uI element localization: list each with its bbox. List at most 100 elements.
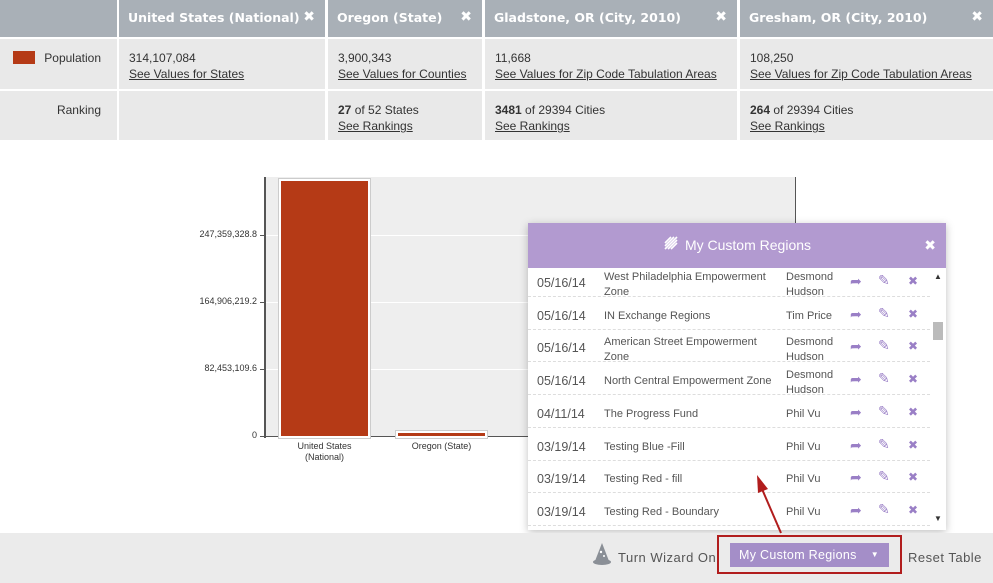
- remove-column-icon[interactable]: ✖: [303, 9, 315, 25]
- regions-button-label: My Custom Regions: [739, 548, 857, 562]
- region-owner: Desmond Hudson: [786, 271, 834, 298]
- ranking-cell-gresham: 264 of 29394 Cities See Rankings: [740, 91, 993, 140]
- see-values-link[interactable]: See Values for Zip Code Tabulation Areas: [495, 67, 717, 81]
- column-title: Gresham, OR (City, 2010): [749, 10, 928, 25]
- region-row[interactable]: 03/19/14 Testing Blue -Fill Phil Vu ➦ ✎ ✖: [528, 429, 930, 461]
- share-icon[interactable]: ➦: [850, 469, 862, 486]
- reset-table-button[interactable]: Reset Table: [908, 550, 982, 565]
- region-name: North Central Empowerment Zone: [604, 375, 772, 388]
- delete-icon[interactable]: ✖: [908, 306, 919, 321]
- column-header-gresham: Gresham, OR (City, 2010) ✖: [740, 0, 993, 37]
- rank-value: 27: [338, 103, 352, 117]
- region-row[interactable]: 05/16/14 North Central Empowerment Zone De…: [528, 363, 930, 397]
- wizard-hat-icon[interactable]: [592, 542, 612, 566]
- region-owner: Phil Vu: [786, 407, 821, 420]
- dropdown-caret-icon: ▼: [870, 550, 879, 559]
- see-values-link[interactable]: See Values for Zip Code Tabulation Areas: [750, 67, 972, 81]
- share-icon[interactable]: ➦: [850, 338, 862, 355]
- y-tick-mark: [260, 369, 265, 370]
- region-row[interactable]: 05/16/14 West Philadelphia Empowerment Zo…: [528, 268, 930, 298]
- region-owner: Phil Vu: [786, 505, 821, 518]
- edit-pencil-icon[interactable]: ✎: [878, 402, 890, 419]
- scroll-up-icon[interactable]: ▲: [934, 272, 942, 281]
- x-tick-label: Oregon (State): [382, 441, 502, 452]
- scroll-thumb[interactable]: [933, 322, 943, 340]
- edit-pencil-icon[interactable]: ✎: [878, 370, 890, 387]
- share-icon[interactable]: ➦: [850, 371, 862, 388]
- bar-united-states[interactable]: [281, 181, 368, 436]
- rank-value: 264: [750, 103, 771, 117]
- edit-pencil-icon[interactable]: ✎: [878, 500, 890, 517]
- remove-column-icon[interactable]: ✖: [971, 9, 983, 25]
- ranking-row-label: Ranking: [0, 91, 117, 140]
- delete-icon[interactable]: ✖: [908, 274, 919, 288]
- region-date: 03/19/14: [537, 504, 586, 519]
- see-values-link[interactable]: See Values for Counties: [338, 67, 467, 81]
- scroll-down-icon[interactable]: ▼: [934, 514, 942, 523]
- population-value: 11,668: [495, 51, 531, 65]
- region-name: West Philadelphia Empowerment Zone: [604, 271, 766, 298]
- panel-scrollbar[interactable]: ▲ ▼: [930, 268, 946, 530]
- region-row[interactable]: 04/11/14 The Progress Fund Phil Vu ➦ ✎ ✖: [528, 396, 930, 428]
- panel-header: My Custom Regions ✖: [528, 223, 946, 268]
- region-name: IN Exchange Regions: [604, 309, 711, 322]
- region-name: Testing Red - fill: [604, 473, 683, 486]
- region-name: The Progress Fund: [604, 407, 699, 420]
- region-owner: Desmond Hudson: [786, 369, 834, 397]
- region-name: Testing Red - Boundary: [604, 505, 719, 518]
- delete-icon[interactable]: ✖: [908, 470, 919, 485]
- share-icon[interactable]: ➦: [850, 501, 862, 518]
- region-row[interactable]: 03/19/14 Testing Red - fill Phil Vu ➦ ✎ ✖: [528, 461, 930, 494]
- region-row[interactable]: 05/16/14 American Street Empowerment Zone…: [528, 330, 930, 363]
- edit-pencil-icon[interactable]: ✎: [878, 435, 890, 452]
- edit-pencil-icon[interactable]: ✎: [878, 468, 890, 485]
- bar-oregon[interactable]: [398, 433, 485, 436]
- share-icon[interactable]: ➦: [850, 403, 862, 420]
- x-tick-label-line: United States: [297, 441, 352, 451]
- population-color-swatch[interactable]: [13, 51, 36, 64]
- turn-wizard-on-button[interactable]: Turn Wizard On: [618, 550, 717, 565]
- see-rankings-link[interactable]: See Rankings: [750, 119, 825, 133]
- remove-column-icon[interactable]: ✖: [460, 9, 472, 25]
- y-tick-mark: [260, 302, 265, 303]
- my-custom-regions-button[interactable]: My Custom Regions ▼: [730, 543, 889, 567]
- see-rankings-link[interactable]: See Rankings: [338, 119, 413, 133]
- delete-icon[interactable]: ✖: [908, 339, 919, 354]
- region-row[interactable]: 03/19/14 Testing Red - Boundary Phil Vu ➦ ✎ ✖: [528, 494, 930, 526]
- population-label: Population: [44, 51, 101, 65]
- region-row[interactable]: 05/16/14 IN Exchange Regions Tim Price ➦ ✎ ✖: [528, 298, 930, 330]
- rank-of-text: of 29394 Cities: [521, 103, 606, 117]
- delete-icon[interactable]: ✖: [908, 437, 919, 452]
- remove-column-icon[interactable]: ✖: [715, 9, 727, 25]
- y-tick-mark: [260, 235, 265, 236]
- delete-icon[interactable]: ✖: [908, 372, 919, 387]
- population-value: 3,900,343: [338, 51, 392, 65]
- panel-title: My Custom Regions: [684, 237, 812, 253]
- delete-icon[interactable]: ✖: [908, 404, 919, 419]
- ranking-cell-united-states: [119, 91, 325, 140]
- share-icon[interactable]: ➦: [850, 305, 862, 322]
- region-date: 03/19/14: [537, 439, 586, 454]
- rank-value: 3481: [495, 103, 522, 117]
- x-tick-label: United States (National): [265, 441, 385, 463]
- population-value: 108,250: [750, 51, 794, 65]
- share-icon[interactable]: ➦: [850, 436, 862, 453]
- edit-pencil-icon[interactable]: ✎: [878, 337, 890, 354]
- x-tick-label-line: (National): [304, 452, 344, 462]
- population-cell-gladstone: 11,668 See Values for Zip Code Tabulatio…: [485, 39, 737, 89]
- population-row-label: Population: [0, 39, 117, 89]
- column-title: Oregon (State): [337, 10, 443, 25]
- highlight-outline: [717, 535, 902, 574]
- share-icon[interactable]: ➦: [850, 273, 862, 289]
- region-owner: Phil Vu: [786, 473, 821, 486]
- see-rankings-link[interactable]: See Rankings: [495, 119, 570, 133]
- edit-pencil-icon[interactable]: ✎: [878, 304, 890, 321]
- delete-icon[interactable]: ✖: [908, 502, 919, 517]
- see-values-link[interactable]: See Values for States: [129, 67, 245, 81]
- regions-logo-icon: [663, 224, 679, 269]
- ranking-cell-oregon: 27 of 52 States See Rankings: [328, 91, 482, 140]
- edit-pencil-icon[interactable]: ✎: [878, 272, 890, 288]
- close-panel-icon[interactable]: ✖: [924, 237, 936, 253]
- region-date: 03/19/14: [537, 472, 586, 487]
- region-date: 04/11/14: [537, 406, 585, 421]
